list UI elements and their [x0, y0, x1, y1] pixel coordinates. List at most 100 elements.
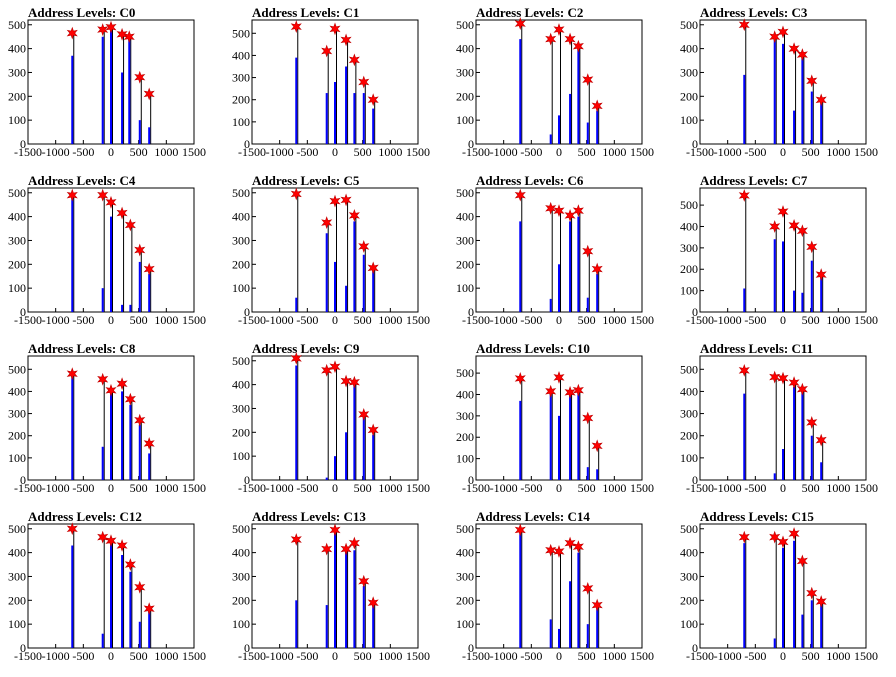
peak-star-marker [777, 371, 789, 385]
y-tick-label: 200 [8, 257, 26, 271]
x-tick-label: 1500 [182, 481, 206, 495]
x-tick-label: 1000 [602, 481, 626, 495]
subplot-c8: Address Levels: C8-1500 -1000 -500 0 500 1000… [8, 341, 206, 495]
y-tick-label: 300 [680, 407, 698, 421]
peak-star-marker [738, 18, 750, 32]
peak-star-marker [340, 33, 352, 47]
y-tick-label: 100 [456, 617, 474, 631]
y-tick-label: 400 [456, 546, 474, 560]
y-tick-label: 500 [8, 362, 26, 376]
x-tick-label: 1500 [630, 649, 654, 663]
y-tick-label: 300 [456, 233, 474, 247]
subplot-c15: Address Levels: C15 -1500 -1000 -500 0 500 100… [680, 509, 878, 663]
y-tick-label: 100 [8, 113, 26, 127]
x-tick-label: 1000 [378, 481, 402, 495]
y-tick-label: 400 [8, 384, 26, 398]
x-tick-label: -500 [744, 145, 766, 159]
x-tick-label: -1000 [490, 145, 518, 159]
y-tick-label: 400 [8, 42, 26, 56]
x-tick-label: -1000 [714, 649, 742, 663]
x-tick-label: 1500 [854, 649, 878, 663]
x-tick-label: 0 [108, 145, 114, 159]
peak-star-marker [97, 188, 109, 202]
x-tick-label: -500 [72, 649, 94, 663]
x-tick-label: -500 [296, 481, 318, 495]
x-tick-label: -1000 [490, 313, 518, 327]
y-tick-label: 300 [232, 401, 250, 415]
y-tick-label: 400 [456, 210, 474, 224]
x-tick-label: -1000 [266, 481, 294, 495]
peak-star-marker [358, 408, 370, 421]
x-tick-label: 0 [332, 313, 338, 327]
peak-star-marker [123, 30, 135, 44]
x-tick-label: -500 [520, 145, 542, 159]
x-tick-label: 0 [780, 145, 786, 159]
y-tick-label: 100 [680, 617, 698, 631]
peak-star-marker [591, 439, 603, 453]
x-tick-label: -1000 [42, 481, 70, 495]
y-tick-label: 200 [680, 429, 698, 443]
peak-star-marker [321, 216, 333, 229]
x-tick-label: -500 [296, 313, 318, 327]
x-tick-label: 0 [108, 481, 114, 495]
y-tick-label: 100 [8, 451, 26, 465]
y-tick-label: 0 [692, 641, 698, 655]
y-tick-label: 100 [232, 281, 250, 295]
y-tick-label: 500 [8, 522, 26, 536]
peak-star-marker [134, 413, 146, 427]
peak-star-marker [582, 411, 594, 425]
y-tick-label: 100 [680, 284, 698, 298]
x-tick-label: 0 [556, 481, 562, 495]
x-tick-label: -1500 [462, 313, 490, 327]
x-tick-label: 0 [332, 481, 338, 495]
peak-star-marker [545, 32, 557, 46]
peak-star-marker [788, 527, 800, 540]
x-tick-label: -1000 [714, 313, 742, 327]
subplot-title: Address Levels: C1 [252, 5, 359, 20]
x-tick-label: 500 [354, 145, 372, 159]
x-tick-label: -500 [72, 313, 94, 327]
x-tick-label: -1500 [14, 481, 42, 495]
y-tick-label: 400 [680, 546, 698, 560]
y-tick-label: 300 [232, 71, 250, 85]
x-tick-label: 1000 [378, 649, 402, 663]
peak-star-marker [564, 32, 576, 46]
x-tick-label: -500 [520, 481, 542, 495]
y-tick-label: 0 [692, 137, 698, 151]
x-tick-label: 500 [578, 313, 596, 327]
x-tick-label: 1500 [630, 481, 654, 495]
y-tick-label: 200 [232, 93, 250, 107]
subplot-title: Address Levels: C12 [28, 509, 142, 524]
subplot-c12: Address Levels: C12 -1500 -1000 -500 0 500 100… [8, 509, 206, 663]
x-tick-label: -1000 [266, 313, 294, 327]
x-tick-label: 1500 [630, 313, 654, 327]
peak-star-marker [777, 535, 789, 549]
x-tick-label: -500 [520, 649, 542, 663]
x-tick-label: -500 [744, 481, 766, 495]
peak-star-marker [348, 375, 360, 389]
peak-star-marker [788, 219, 800, 232]
x-tick-label: -1000 [266, 649, 294, 663]
x-tick-label: -1500 [238, 145, 266, 159]
y-tick-label: 0 [244, 137, 250, 151]
x-tick-label: -1000 [42, 649, 70, 663]
x-tick-label: 1500 [182, 145, 206, 159]
x-tick-label: 0 [780, 481, 786, 495]
x-tick-label: -1500 [686, 313, 714, 327]
y-tick-label: 500 [232, 26, 250, 40]
y-tick-label: 500 [232, 522, 250, 536]
peak-star-marker [738, 189, 750, 202]
subplot-c11: Address Levels: C11 -1500 -1000 -500 0 500 100… [680, 341, 878, 495]
x-tick-label: 1500 [182, 313, 206, 327]
peak-star-marker [66, 26, 78, 40]
peak-star-marker [143, 87, 155, 101]
x-tick-label: 500 [130, 145, 148, 159]
x-tick-label: 500 [130, 313, 148, 327]
peak-star-marker [66, 188, 78, 202]
peak-star-marker [738, 363, 750, 377]
y-tick-label: 400 [232, 546, 250, 560]
x-tick-label: 0 [780, 649, 786, 663]
y-tick-label: 0 [692, 305, 698, 319]
y-tick-label: 0 [20, 473, 26, 487]
peak-star-marker [321, 542, 333, 556]
